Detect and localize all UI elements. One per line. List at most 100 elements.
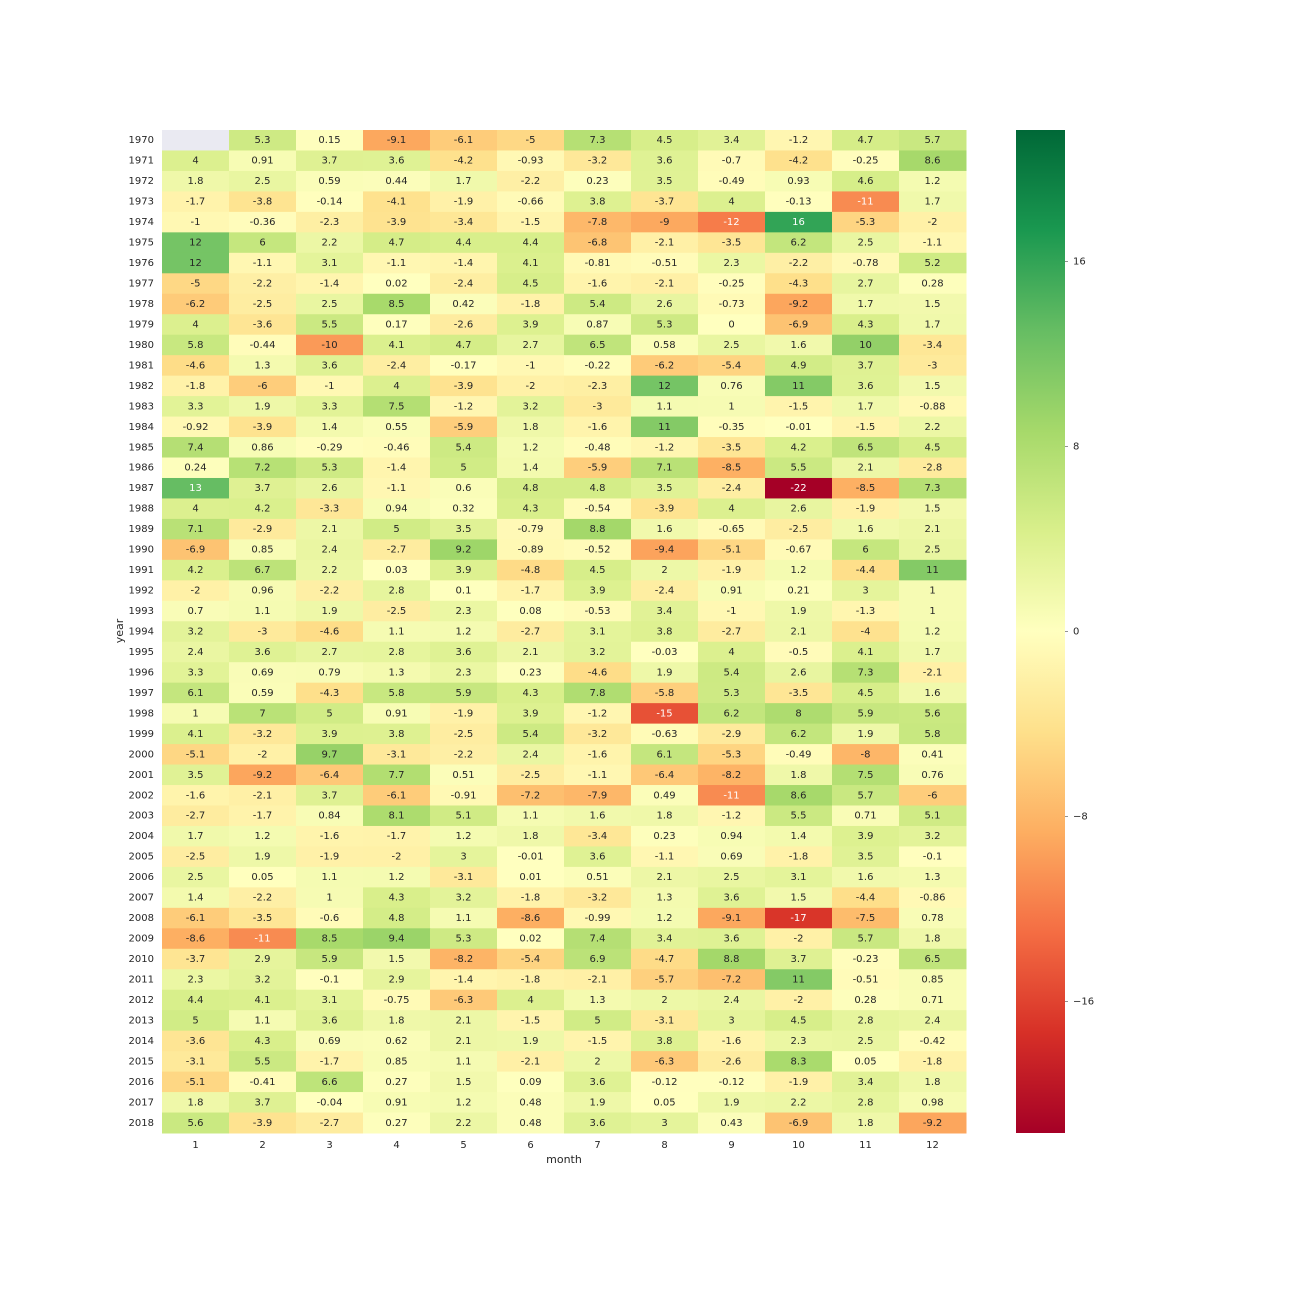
cell-label: 1.9 <box>791 606 807 617</box>
cell <box>765 191 833 213</box>
y-tick-label: 1975 <box>129 238 154 249</box>
cell <box>363 498 431 520</box>
cell <box>765 1071 833 1093</box>
cell-label: -2.1 <box>253 790 273 801</box>
cell <box>631 1051 699 1073</box>
cell <box>497 1112 565 1134</box>
cell-label: 4.5 <box>590 565 606 576</box>
cell-label: 0.69 <box>251 667 273 678</box>
cell-label: 0.44 <box>385 176 407 187</box>
cell <box>631 744 699 766</box>
cell <box>430 662 498 684</box>
cell-label: -1.5 <box>588 1036 608 1047</box>
cell <box>296 969 364 991</box>
y-tick-label: 2014 <box>129 1036 154 1047</box>
cell <box>631 887 699 909</box>
cell <box>296 907 364 929</box>
cell-label: -2.7 <box>186 811 206 822</box>
cell-label: 3.6 <box>657 156 673 167</box>
cell-label: 2.2 <box>925 422 941 433</box>
cell <box>229 191 297 213</box>
cell-label: -0.35 <box>719 422 745 433</box>
cell-label: -0.46 <box>384 442 410 453</box>
cell <box>430 1071 498 1093</box>
cell <box>296 273 364 295</box>
cell-label: 0.84 <box>318 811 340 822</box>
cell <box>162 1010 230 1032</box>
cell-label: -0.75 <box>384 995 410 1006</box>
cell-label: -4.8 <box>521 565 541 576</box>
cell <box>765 866 833 888</box>
cell <box>363 375 431 397</box>
cell <box>899 355 967 377</box>
cell-label: -6.2 <box>186 299 206 310</box>
cell-label: -0.49 <box>719 176 745 187</box>
cell-label: -5 <box>191 279 201 290</box>
cell <box>899 191 967 213</box>
cell-label: -1 <box>727 606 737 617</box>
cell-label: -3.1 <box>655 1015 675 1026</box>
cell-label: 1.9 <box>322 606 338 617</box>
cell-label: -3.7 <box>186 954 206 965</box>
cell-label: -3.7 <box>655 197 675 208</box>
cell-label: 4.9 <box>791 360 807 371</box>
cell-label: 7.5 <box>389 401 405 412</box>
cell <box>363 621 431 643</box>
cell <box>698 1030 766 1052</box>
cell-label: -0.88 <box>920 401 946 412</box>
cell <box>162 600 230 622</box>
x-tick-label: 11 <box>859 1140 872 1151</box>
cell <box>899 396 967 418</box>
cell-label: -6.2 <box>655 360 675 371</box>
cell <box>363 744 431 766</box>
cell <box>765 928 833 950</box>
cell <box>631 1092 699 1114</box>
cell <box>497 907 565 929</box>
cell-label: 10 <box>859 340 872 351</box>
cell-label: -0.42 <box>920 1036 946 1047</box>
cell <box>765 273 833 295</box>
y-tick-label: 1974 <box>129 217 154 228</box>
cell <box>698 907 766 929</box>
cell <box>363 559 431 581</box>
cell-label: -1.4 <box>387 463 407 474</box>
cell <box>296 416 364 438</box>
cell-label: 4.3 <box>523 688 539 699</box>
cell-label: -1.8 <box>789 852 809 863</box>
cell-label: 0.21 <box>787 586 809 597</box>
cell <box>832 600 900 622</box>
cell-label: 4.8 <box>523 483 539 494</box>
cell <box>229 334 297 356</box>
cell-label: -4.6 <box>320 627 340 638</box>
cell-label: 3.8 <box>657 1036 673 1047</box>
cell-label: -6.9 <box>186 545 206 556</box>
cell <box>899 1051 967 1073</box>
cell-label: 3.6 <box>456 647 472 658</box>
cell <box>564 969 632 991</box>
cell-label: 2.5 <box>925 545 941 556</box>
cell <box>430 498 498 520</box>
cell <box>162 416 230 438</box>
cell <box>430 150 498 172</box>
cell-label: 5.9 <box>456 688 472 699</box>
cell <box>162 518 230 540</box>
cell <box>899 600 967 622</box>
y-tick-label: 1989 <box>129 524 154 535</box>
cell <box>564 928 632 950</box>
cell-label: -0.52 <box>585 545 611 556</box>
cell-label: 4.6 <box>858 176 874 187</box>
cell-label: 0.79 <box>318 667 340 678</box>
cell <box>430 723 498 745</box>
y-tick-label: 1998 <box>129 708 154 719</box>
cell <box>497 232 565 254</box>
cell <box>430 805 498 827</box>
cell <box>564 1010 632 1032</box>
cell <box>162 907 230 929</box>
y-tick-label: 2008 <box>129 913 154 924</box>
cell-label: -4.6 <box>186 360 206 371</box>
cell <box>162 170 230 192</box>
cell-label: 1.9 <box>255 401 271 412</box>
cell-label: 1.2 <box>925 176 941 187</box>
cell-label: -10 <box>321 340 337 351</box>
cell-label: -7.8 <box>588 217 608 228</box>
